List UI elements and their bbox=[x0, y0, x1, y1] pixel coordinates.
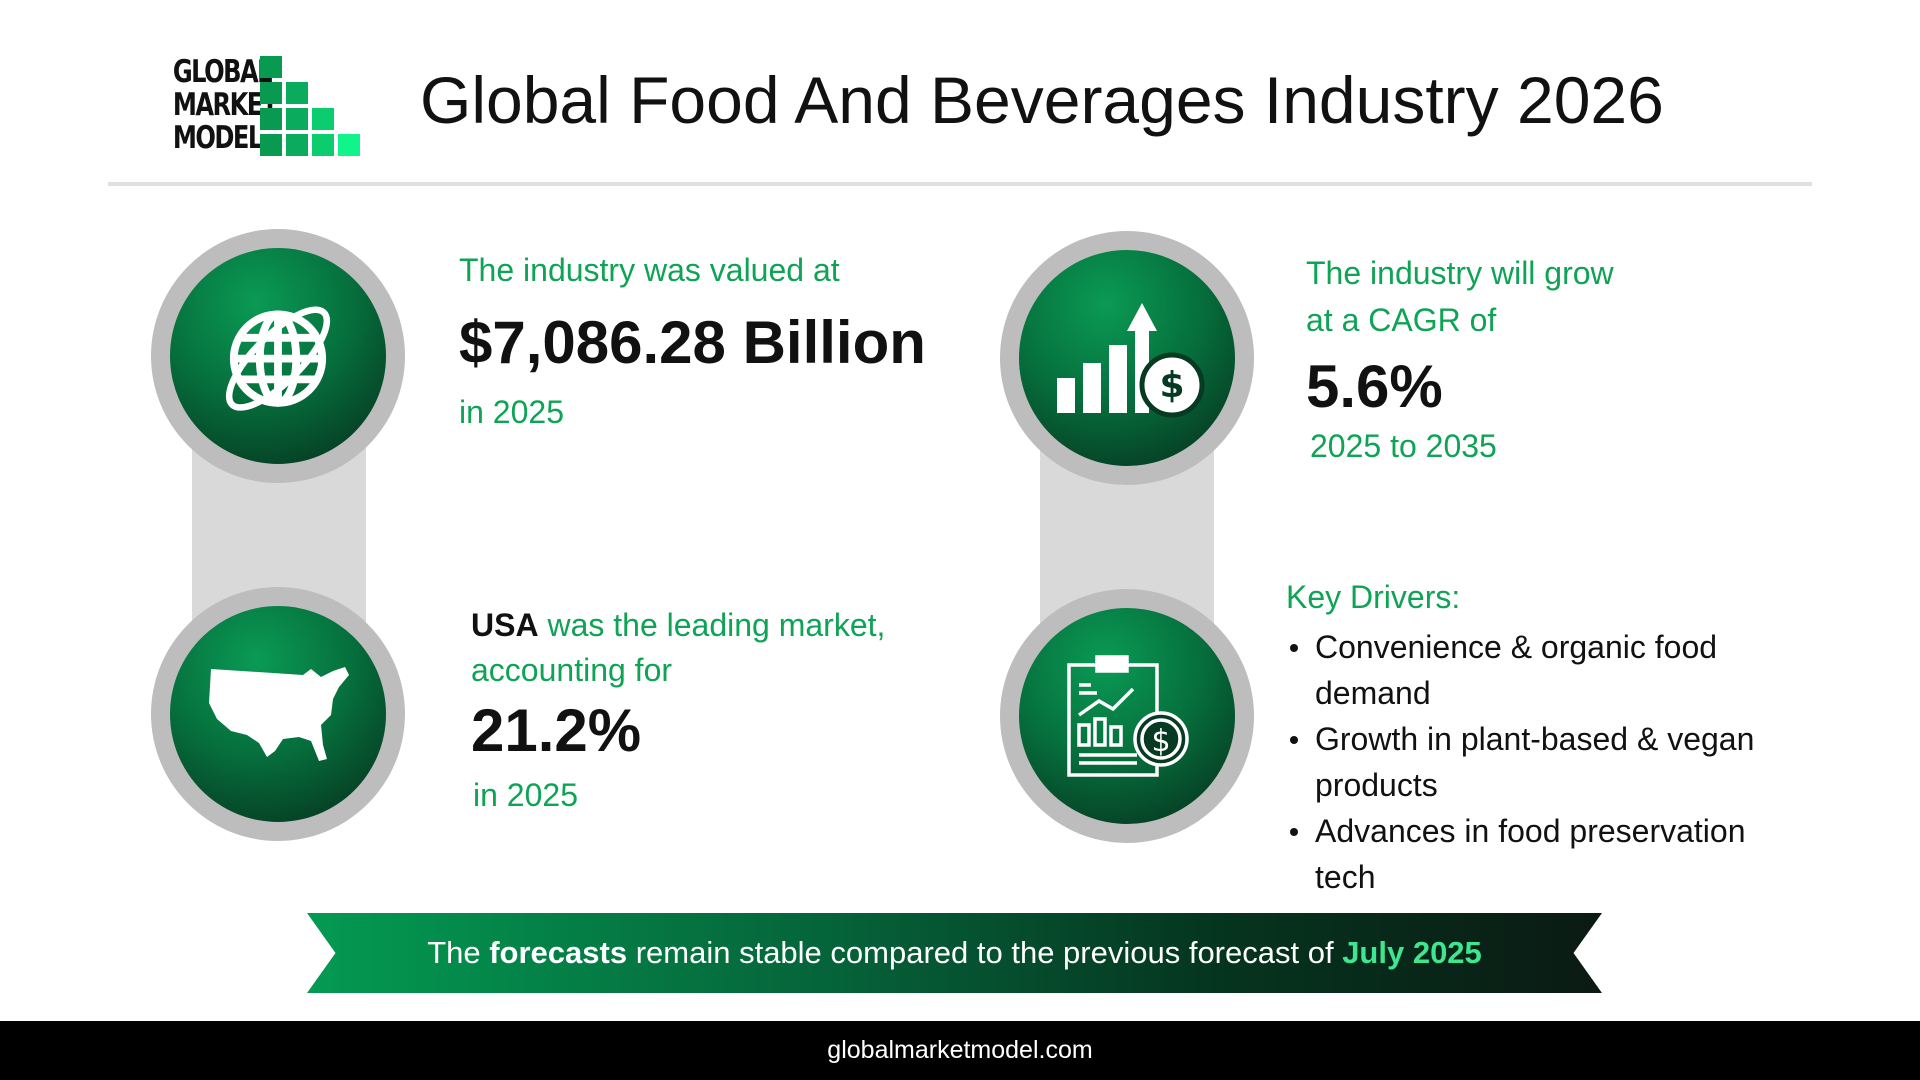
leading-market-intro2: accounting for bbox=[471, 652, 673, 688]
cagr-value: 5.6% bbox=[1306, 353, 1443, 420]
valued-year: in 2025 bbox=[459, 394, 564, 430]
footer: globalmarketmodel.com bbox=[0, 1021, 1920, 1080]
globe-badge bbox=[151, 229, 405, 483]
svg-text:$: $ bbox=[1151, 724, 1170, 759]
forecast-banner: The forecasts remain stable compared to … bbox=[307, 913, 1602, 993]
leading-country: USA bbox=[471, 607, 539, 643]
leading-market-year: in 2025 bbox=[473, 777, 578, 813]
page-title: Global Food And Beverages Industry 2026 bbox=[420, 63, 1664, 137]
cagr-intro2: at a CAGR of bbox=[1306, 302, 1497, 338]
drivers-heading: Key Drivers: bbox=[1286, 579, 1461, 615]
usa-map-icon bbox=[209, 667, 349, 761]
footer-url[interactable]: globalmarketmodel.com bbox=[827, 1036, 1093, 1064]
leading-market-share: 21.2% bbox=[471, 697, 642, 764]
market-value: $7,086.28 Billion bbox=[459, 309, 926, 376]
driver-item: Convenience & organic food demand bbox=[1286, 624, 1806, 716]
report-clipboard-dollar-icon: $ bbox=[1067, 655, 1189, 777]
driver-item: Growth in plant-based & vegan products bbox=[1286, 716, 1806, 808]
drivers-badge: $ bbox=[1000, 589, 1254, 843]
valued-intro: The industry was valued at bbox=[459, 252, 840, 288]
growth-chart-dollar-icon: $ bbox=[1057, 303, 1205, 418]
svg-text:$: $ bbox=[1159, 365, 1184, 406]
logo-text: GLOBAL MARKET MODEL bbox=[172, 54, 278, 156]
globe-icon bbox=[225, 306, 331, 411]
divider bbox=[108, 182, 1812, 186]
forecast-date: July 2025 bbox=[1342, 935, 1482, 970]
leading-market-intro: USA was the leading market, bbox=[471, 607, 886, 643]
drivers-list: Convenience & organic food demand Growth… bbox=[1286, 624, 1806, 900]
cagr-intro1: The industry will grow bbox=[1306, 255, 1614, 291]
cagr-period: 2025 to 2035 bbox=[1310, 428, 1497, 464]
driver-item: Advances in food preservation tech bbox=[1286, 808, 1806, 900]
growth-badge: $ bbox=[1000, 231, 1254, 485]
usa-badge bbox=[151, 587, 405, 841]
